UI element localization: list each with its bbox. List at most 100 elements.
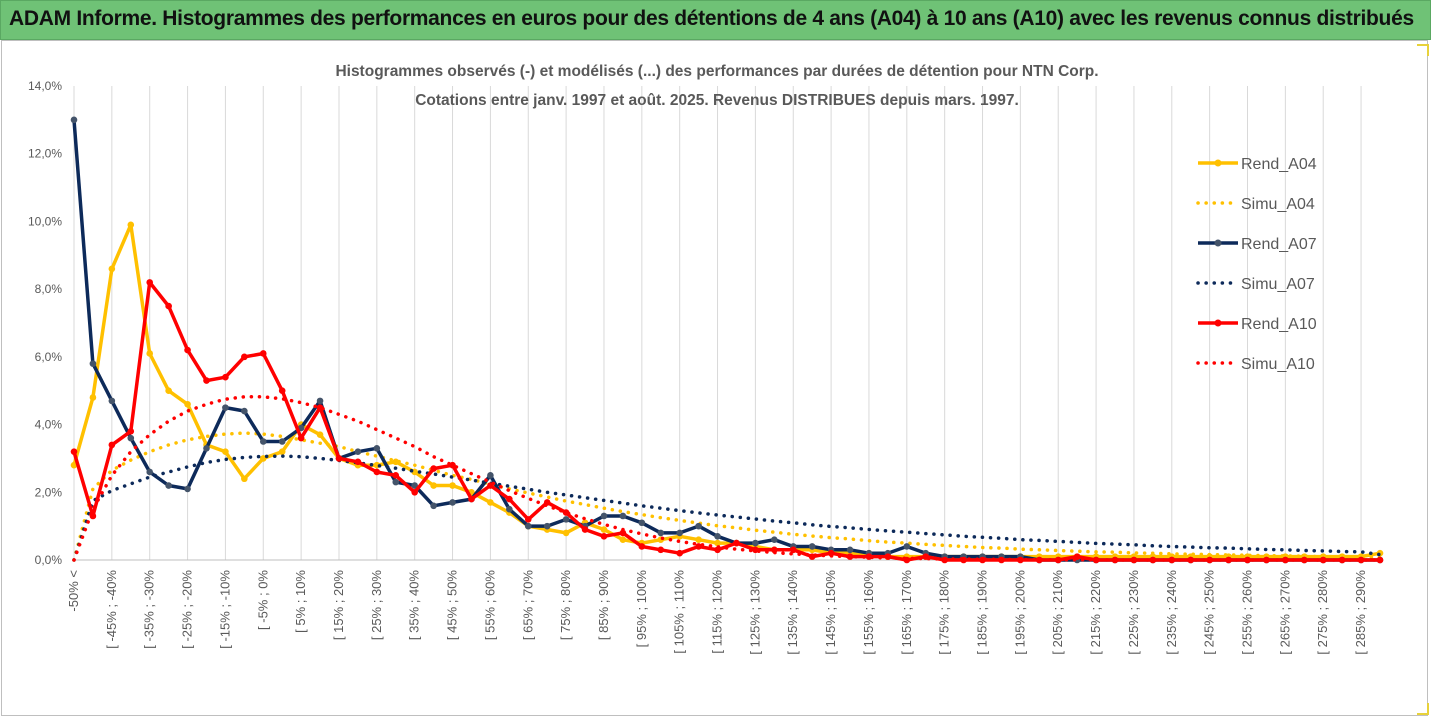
legend-label-rend-a04: Rend_A04 (1241, 156, 1317, 173)
data-point-rend-a07 (127, 434, 135, 442)
legend-marker-rend-a10 (1214, 319, 1222, 327)
x-tick-label: [ 215% ; 220% (1088, 570, 1103, 655)
data-point-rend-a07 (657, 529, 665, 537)
legend-label-rend-a10: Rend_A10 (1241, 316, 1317, 333)
series-line-rend-a04 (72, 223, 1381, 559)
data-point-rend-a10 (619, 529, 627, 537)
data-point-rend-a04 (278, 448, 286, 455)
data-point-rend-a04 (449, 482, 456, 489)
y-tick-label: 12,0% (28, 147, 62, 161)
y-tick-label: 0,0% (35, 553, 63, 567)
axis-layer: 0,0% 2,0% 4,0% 6,0% 8,0% 10,0% 12,0% 14,0% -50% … (28, 79, 1380, 655)
data-point-rend-a07 (411, 482, 418, 489)
data-point-rend-a07 (373, 444, 381, 452)
data-point-rend-a10 (1376, 556, 1384, 564)
data-point-rend-a07 (600, 512, 608, 520)
x-tick-label: [ 135% ; 140% (785, 570, 800, 655)
data-point-rend-a04 (108, 265, 116, 273)
data-point-rend-a10 (733, 539, 740, 547)
report-banner: ADAM Informe. Histogrammes des performan… (0, 0, 1431, 40)
x-tick-label: [ 105% ; 110% (672, 570, 687, 654)
data-point-rend-a10 (430, 465, 437, 472)
data-point-rend-a07 (506, 505, 513, 513)
data-point-rend-a07 (165, 482, 172, 489)
data-point-rend-a04 (70, 461, 78, 469)
x-tick-label: [ 275% ; 280% (1315, 570, 1330, 655)
x-tick-label: [ 245% ; 250% (1202, 570, 1217, 655)
series-line-simu-a04 (72, 431, 1382, 562)
data-point-rend-a04 (714, 539, 721, 547)
data-point-rend-a07 (108, 397, 116, 405)
data-point-rend-a10 (1357, 556, 1365, 564)
x-tick-label: [ 265% ; 270% (1277, 570, 1292, 655)
legend-label-simu-a07: Simu_A07 (1241, 276, 1315, 293)
data-point-rend-a10 (638, 543, 646, 550)
data-point-rend-a10 (1263, 556, 1270, 564)
x-tick-label: [ 85% ; 90% (596, 570, 611, 641)
series-line-simu-a10 (72, 395, 1382, 562)
y-tick-label: 4,0% (35, 418, 63, 432)
data-point-rend-a07 (771, 536, 778, 543)
data-point-rend-a10 (1206, 556, 1213, 564)
data-point-rend-a07 (259, 438, 267, 445)
x-tick-label: [ -15% ; -10% (217, 570, 232, 649)
data-point-rend-a04 (562, 529, 570, 537)
x-tick-label: [ -5% ; 0% (255, 570, 270, 630)
x-tick-label: [ 35% ; 40% (407, 570, 422, 641)
data-point-rend-a10 (1244, 556, 1251, 564)
x-tick-label: [ 65% ; 70% (520, 570, 535, 641)
data-point-rend-a10 (1187, 556, 1195, 564)
x-tick-label: [ 55% ; 60% (482, 570, 497, 641)
data-point-rend-a10 (297, 434, 305, 442)
x-tick-label: [ 15% ; 20% (331, 570, 346, 641)
data-point-rend-a07 (70, 116, 78, 124)
data-point-rend-a10 (108, 441, 116, 449)
x-tick-label: [ -45% ; -40% (104, 570, 119, 649)
data-point-rend-a10 (468, 495, 475, 503)
x-tick-label: [ 175% ; 180% (937, 570, 952, 655)
data-point-rend-a10 (524, 516, 532, 523)
legend-label-rend-a07: Rend_A07 (1241, 236, 1317, 253)
data-point-rend-a10 (600, 533, 608, 540)
y-tick-label: 8,0% (35, 282, 63, 296)
legend-label-simu-a04: Simu_A04 (1241, 196, 1315, 213)
x-tick-label: [ 155% ; 160% (861, 570, 876, 655)
data-point-rend-a07 (903, 543, 911, 550)
data-point-rend-a07 (222, 404, 229, 411)
data-point-rend-a10 (278, 387, 286, 395)
data-point-rend-a10 (222, 373, 229, 381)
chart-subtitle: Cotations entre janv. 1997 et août. 2025… (415, 92, 1019, 109)
data-point-rend-a10 (1130, 556, 1138, 564)
data-point-rend-a10 (1300, 556, 1308, 564)
data-point-rend-a10 (127, 428, 135, 435)
data-point-rend-a10 (70, 448, 78, 455)
x-tick-label: [ 225% ; 230% (1126, 570, 1141, 655)
data-point-rend-a04 (165, 387, 172, 395)
x-tick-label: [ -35% ; -30% (142, 570, 157, 649)
data-point-rend-a04 (316, 431, 324, 439)
data-point-rend-a04 (600, 526, 608, 533)
data-point-rend-a10 (392, 472, 400, 479)
series-line-simu-a07 (72, 454, 1382, 562)
x-tick-label: [ 95% ; 100% (634, 570, 649, 648)
data-point-rend-a10 (411, 488, 418, 496)
data-point-rend-a04 (184, 400, 191, 408)
series-line-rend-a10 (72, 280, 1380, 562)
data-point-rend-a07 (392, 478, 400, 486)
data-point-rend-a07 (808, 543, 816, 550)
data-point-rend-a04 (127, 221, 135, 229)
data-point-rend-a10 (1319, 556, 1327, 564)
x-tick-label: [ 125% ; 130% (747, 570, 762, 655)
data-point-rend-a10 (581, 526, 589, 533)
data-point-rend-a10 (203, 377, 210, 384)
banner-title: ADAM Informe. Histogrammes des performan… (9, 7, 1414, 30)
data-point-rend-a07 (562, 516, 570, 523)
y-tick-label: 6,0% (35, 350, 63, 364)
x-tick-label: [ -25% ; -20% (180, 570, 195, 649)
legend-marker-rend-a07 (1214, 239, 1222, 247)
legend-marker-rend-a04 (1214, 159, 1222, 167)
data-point-rend-a04 (695, 536, 702, 543)
legend-label-simu-a10: Simu_A10 (1241, 356, 1315, 373)
data-point-rend-a04 (392, 458, 400, 466)
x-tick-label: [ 195% ; 200% (1012, 570, 1027, 655)
